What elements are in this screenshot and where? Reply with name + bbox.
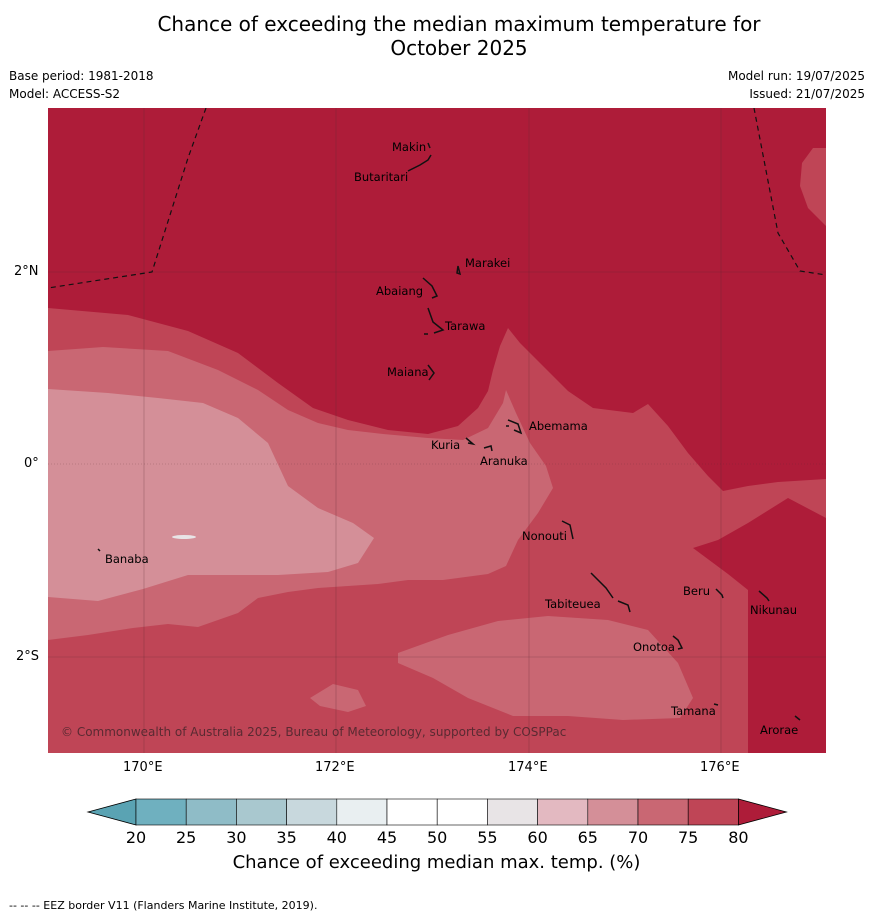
island-arorae xyxy=(794,715,801,721)
meta-right: Model run: 19/07/2025 Issued: 21/07/2025 xyxy=(728,67,865,103)
meta-left: Base period: 1981-2018 Model: ACCESS-S2 xyxy=(9,67,154,103)
colorbar-segment xyxy=(487,798,538,826)
lon-label-170: 170°E xyxy=(123,760,163,775)
label-beru: Beru xyxy=(683,584,710,598)
island-makin xyxy=(427,142,431,149)
label-makin: Makin xyxy=(392,140,426,154)
colorbar-segment xyxy=(386,798,438,826)
colorbar-extend-low xyxy=(86,798,137,826)
label-onotoa: Onotoa xyxy=(633,640,675,654)
colorbar-segment xyxy=(537,798,589,826)
colorbar-segment xyxy=(286,798,338,826)
island-tabiteuea xyxy=(590,572,631,613)
colorbar xyxy=(86,798,788,826)
island-onotoa xyxy=(672,635,684,650)
island-beru xyxy=(715,588,724,599)
eez-east xyxy=(753,108,826,276)
islands xyxy=(97,142,801,721)
label-marakei: Marakei xyxy=(465,256,510,270)
label-aranuka: Aranuka xyxy=(480,454,528,468)
colorbar-tick-label: 80 xyxy=(728,828,749,847)
island-maiana xyxy=(427,364,435,381)
colorbar-tick-label: 35 xyxy=(276,828,297,847)
colorbar-segment xyxy=(687,798,739,826)
colorbar-segment xyxy=(185,798,237,826)
label-tarawa: Tarawa xyxy=(444,319,485,333)
title-line-1: Chance of exceeding the median maximum t… xyxy=(157,12,761,36)
colorbar-segment xyxy=(236,798,287,826)
island-butaritari xyxy=(407,154,432,172)
footer-note: -- -- -- EEZ border V11 (Flanders Marine… xyxy=(9,899,318,912)
lat-label-2s: 2°S xyxy=(16,649,40,664)
island-tamana xyxy=(713,703,719,706)
title-line-2: October 2025 xyxy=(390,36,528,60)
lon-label-174: 174°E xyxy=(508,760,548,775)
label-banaba: Banaba xyxy=(105,552,149,566)
region-fleck xyxy=(172,535,196,539)
colorbar-segment xyxy=(637,798,689,826)
label-nonouti: Nonouti xyxy=(522,529,567,543)
colorbar-tick-label: 30 xyxy=(226,828,247,847)
lat-label-2n: 2°N xyxy=(14,264,39,279)
label-abemama: Abemama xyxy=(529,419,588,433)
island-marakei xyxy=(456,265,462,276)
label-abaiang: Abaiang xyxy=(376,284,423,298)
colorbar-tick-label: 45 xyxy=(376,828,398,847)
map-title: Chance of exceeding the median maximum t… xyxy=(0,12,873,60)
colorbar-tick-label: 55 xyxy=(477,828,498,847)
copyright-text: © Commonwealth of Australia 2025, Bureau… xyxy=(61,725,566,739)
model-run: Model run: 19/07/2025 xyxy=(727,69,865,83)
eez-west xyxy=(48,108,207,289)
model-name: Model: ACCESS-S2 xyxy=(9,87,121,101)
region-65-west xyxy=(48,389,374,601)
island-kuria xyxy=(465,437,476,446)
label-kuria: Kuria xyxy=(431,438,460,452)
colorbar-tick-label: 75 xyxy=(678,828,699,847)
label-nikunau: Nikunau xyxy=(750,603,797,617)
label-arorae: Arorae xyxy=(760,723,798,737)
colorbar-tick-label: 70 xyxy=(627,828,649,847)
lon-label-172: 172°E xyxy=(315,760,355,775)
lat-label-0: 0° xyxy=(24,456,39,471)
eez-borders xyxy=(48,108,826,289)
colorbar-tick-label: 25 xyxy=(176,828,197,847)
issued-date: Issued: 21/07/2025 xyxy=(749,87,865,101)
forecast-map[interactable]: Makin Butaritari Marakei Abaiang Tarawa … xyxy=(48,108,826,753)
base-period: Base period: 1981-2018 xyxy=(9,69,154,83)
island-nonouti xyxy=(561,520,574,540)
label-maiana: Maiana xyxy=(387,365,429,379)
region-70-south xyxy=(398,616,693,720)
colorbar-segment xyxy=(436,798,488,826)
colorbar-segment xyxy=(135,798,187,826)
colorbar-tick-label: 65 xyxy=(577,828,598,847)
place-labels: Makin Butaritari Marakei Abaiang Tarawa … xyxy=(105,140,798,737)
label-butaritari: Butaritari xyxy=(354,170,408,184)
island-tarawa xyxy=(424,307,445,335)
colorbar-tick-label: 60 xyxy=(527,828,548,847)
colorbar-tick-label: 50 xyxy=(427,828,448,847)
lon-label-176: 176°E xyxy=(700,760,740,775)
colorbar-tick-label: 20 xyxy=(125,828,147,847)
island-abemama xyxy=(506,419,523,435)
island-aranuka xyxy=(483,445,493,452)
colorbar-tick-label: 40 xyxy=(326,828,347,847)
region-70-blob xyxy=(310,684,366,712)
colorbar-title: Chance of exceeding median max. temp. (%… xyxy=(232,852,641,873)
island-banaba xyxy=(97,548,101,552)
island-nikunau xyxy=(758,590,770,602)
colorbar-segment xyxy=(587,798,639,826)
colorbar-extend-high xyxy=(738,798,788,826)
colorbar-segment xyxy=(336,798,388,826)
label-tamana: Tamana xyxy=(670,704,716,718)
label-tabiteuea: Tabiteuea xyxy=(544,597,601,611)
island-abaiang xyxy=(422,277,439,299)
gridlines xyxy=(48,108,826,753)
region-75-ne xyxy=(800,148,826,226)
